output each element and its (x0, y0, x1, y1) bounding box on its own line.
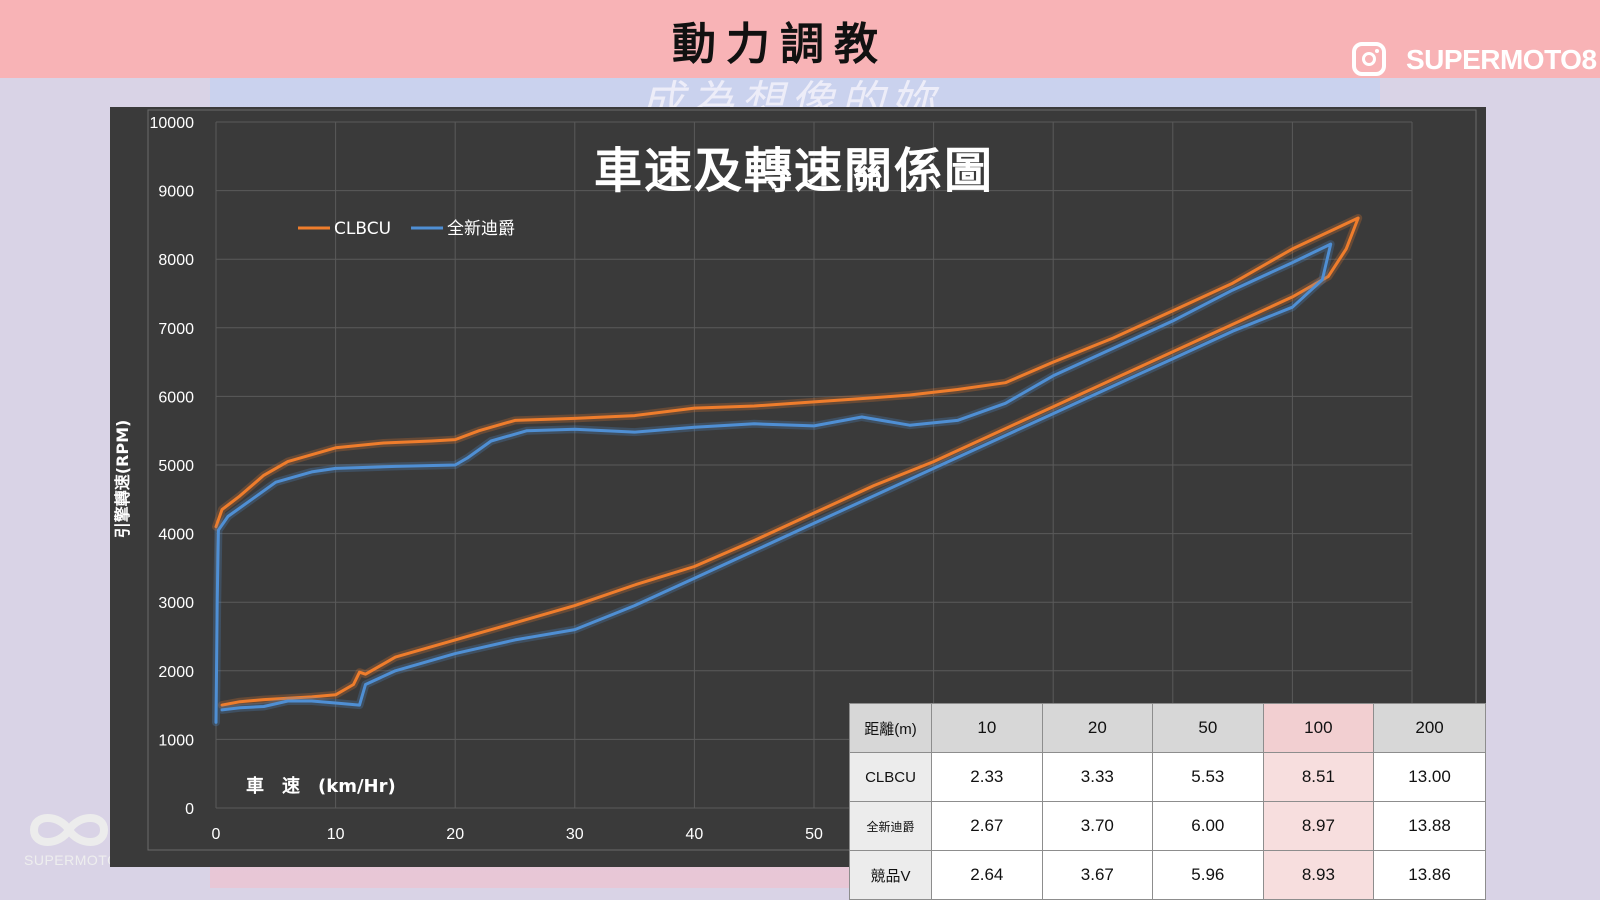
x-tick-label: 10 (327, 826, 345, 843)
series-line-全新迪爵 (214, 242, 1333, 724)
y-tick-label: 8000 (158, 252, 194, 269)
table-cell: 5.96 (1152, 850, 1264, 900)
table-row: 競品V 2.64 3.67 5.96 8.93 13.86 (848, 850, 1486, 900)
table-cell: 3.67 (1041, 850, 1154, 900)
page-title: 動力調教 (672, 19, 888, 70)
infinity-logo-icon (29, 814, 109, 846)
y-tick-label: 4000 (158, 527, 194, 544)
x-tick-label: 50 (805, 826, 823, 843)
y-tick-label: 7000 (158, 321, 194, 338)
y-tick-label: 5000 (158, 458, 194, 475)
x-axis-label: 車 速 (km/Hr) (246, 775, 396, 797)
table-cell: 3.70 (1041, 801, 1154, 851)
acceleration-table: 距離(m) 10 20 50 100 200 CLBCU 2.33 3.33 5… (848, 703, 1486, 900)
table-col-header: 100 (1262, 703, 1375, 753)
table-cell: 8.51 (1262, 752, 1375, 802)
table-cell: 13.00 (1373, 752, 1486, 802)
series-line-CLBCU (214, 216, 1360, 707)
table-col-header: 20 (1041, 703, 1154, 753)
rpm-speed-chart: 0100020003000400050006000700080009000100… (113, 109, 1477, 851)
x-tick-label: 30 (566, 826, 584, 843)
instagram-handle[interactable]: SUPERMOTO8 (1406, 44, 1597, 75)
table-cell: 3.33 (1041, 752, 1154, 802)
legend-label: CLBCU (334, 219, 391, 239)
y-tick-label: 1000 (158, 732, 194, 749)
x-tick-label: 0 (212, 826, 221, 843)
x-tick-label: 20 (446, 826, 464, 843)
instagram-icon[interactable] (1352, 42, 1386, 76)
table-cell: 2.64 (931, 850, 1043, 900)
series-glow (212, 214, 1363, 710)
table-row: 全新迪爵 2.67 3.70 6.00 8.97 13.88 (848, 801, 1486, 851)
y-tick-label: 10000 (150, 115, 195, 132)
watermark-text: SUPERMOTO8 (24, 852, 127, 868)
table-cell: 8.97 (1262, 801, 1375, 851)
table-cell: 8.93 (1262, 850, 1375, 900)
y-axis-label: 引擎轉速(RPM) (113, 420, 132, 539)
chart-title: 車速及轉速關係圖 (594, 143, 994, 199)
plot-frame (147, 109, 1477, 851)
table-cell: 13.86 (1373, 850, 1486, 900)
table-header-row: 距離(m) 10 20 50 100 200 (848, 703, 1486, 753)
header-bar: 動力調教 SUPERMOTO8 (0, 0, 1600, 78)
table-row-label: 全新迪爵 (848, 801, 933, 851)
table-cell: 5.53 (1152, 752, 1264, 802)
table-cell: 13.88 (1373, 801, 1486, 851)
y-tick-label: 2000 (158, 664, 194, 681)
table-col-header: 10 (931, 703, 1043, 753)
table-col-header: 200 (1373, 703, 1486, 753)
x-tick-label: 40 (686, 826, 704, 843)
legend-label: 全新迪爵 (447, 219, 515, 239)
table-col-header: 50 (1152, 703, 1264, 753)
y-tick-label: 6000 (158, 389, 194, 406)
table-cell: 2.67 (931, 801, 1043, 851)
table-row: CLBCU 2.33 3.33 5.53 8.51 13.00 (848, 752, 1486, 802)
y-tick-label: 0 (185, 801, 194, 818)
table-cell: 2.33 (931, 752, 1043, 802)
table-cell: 6.00 (1152, 801, 1264, 851)
y-tick-label: 9000 (158, 184, 194, 201)
table-corner-cell: 距離(m) (848, 703, 933, 753)
chart-panel: 0 1000 2000 3000 4000 5000 6000 7000 8000 9000 100… (110, 107, 1486, 900)
table-row-label: CLBCU (848, 752, 933, 802)
y-tick-label: 3000 (158, 595, 194, 612)
table-row-label: 競品V (848, 850, 933, 900)
